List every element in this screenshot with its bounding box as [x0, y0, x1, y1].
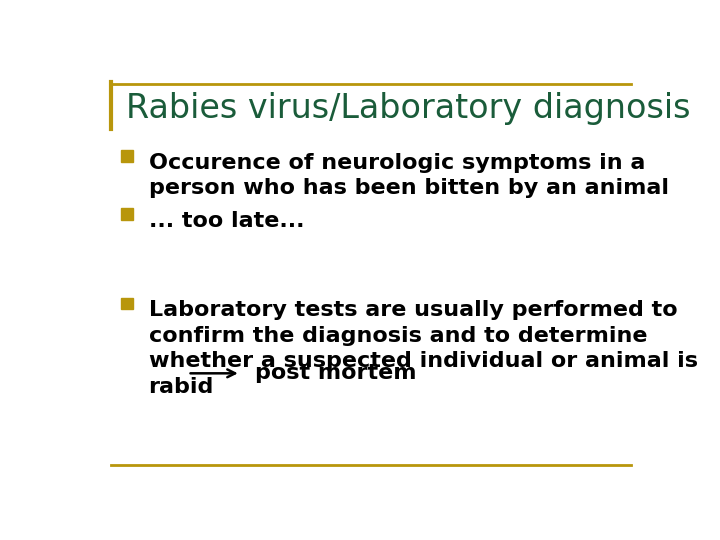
Bar — [121, 150, 133, 162]
Text: ... too late...: ... too late... — [148, 211, 304, 231]
Bar — [121, 208, 133, 220]
Text: Rabies virus/Laboratory diagnosis: Rabies virus/Laboratory diagnosis — [126, 92, 690, 125]
Text: post mortem: post mortem — [255, 363, 416, 383]
Text: Laboratory tests are usually performed to
confirm the diagnosis and to determine: Laboratory tests are usually performed t… — [148, 300, 698, 397]
Text: Occurence of neurologic symptoms in a
person who has been bitten by an animal: Occurence of neurologic symptoms in a pe… — [148, 152, 669, 198]
Bar — [121, 298, 133, 309]
